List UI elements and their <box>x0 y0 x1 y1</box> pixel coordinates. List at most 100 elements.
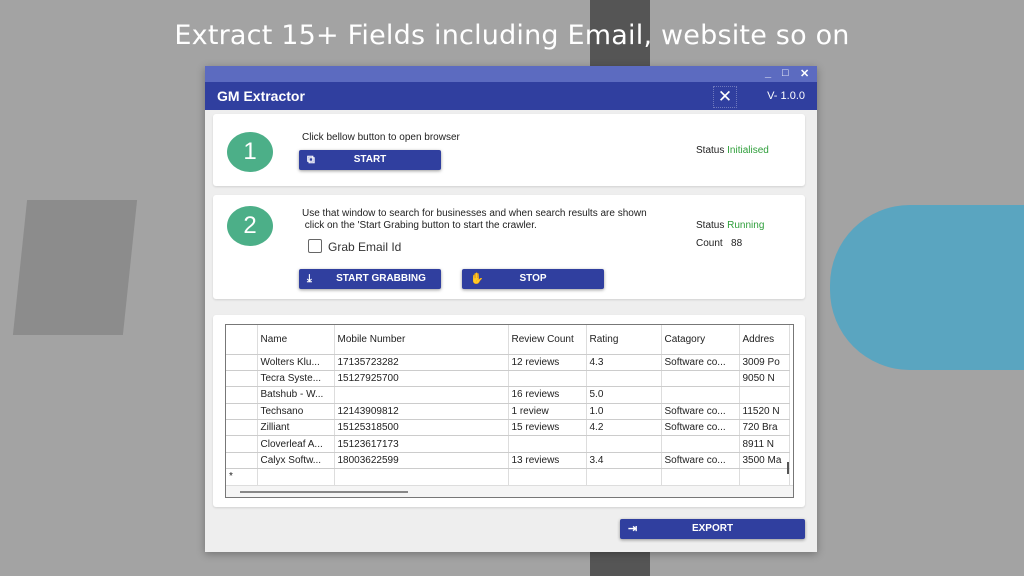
table-cell[interactable]: 15123617173 <box>334 435 509 453</box>
row-header[interactable] <box>226 386 258 404</box>
table-cell[interactable]: 8911 N <box>739 435 790 453</box>
row-header[interactable] <box>226 370 258 388</box>
table-cell[interactable]: 3.4 <box>586 452 662 470</box>
column-header[interactable]: Rating <box>586 325 662 355</box>
close-button[interactable]: ✕ <box>800 68 810 80</box>
table-cell[interactable]: 15125318500 <box>334 419 509 437</box>
table-cell[interactable]: 1 review <box>508 403 587 421</box>
table-cell[interactable]: 18003622599 <box>334 452 509 470</box>
table-cell[interactable]: Tecra Syste... <box>257 370 335 388</box>
results-card: Name Mobile Number Review Count Rating Catag… <box>213 315 805 507</box>
column-header[interactable]: Catagory <box>661 325 740 355</box>
table-cell[interactable] <box>508 370 587 388</box>
download-icon: ⤓ <box>307 273 312 285</box>
table-cell[interactable]: 13 reviews <box>508 452 587 470</box>
table-row[interactable]: Techsano 12143909812 1 review 1.0 Software c… <box>226 403 790 421</box>
table-cell[interactable]: 16 reviews <box>508 386 587 404</box>
row-header[interactable] <box>226 452 258 470</box>
table-row[interactable]: Batshub - W... 16 reviews 5.0 <box>226 386 790 404</box>
start-button[interactable]: ⧉ START <box>299 150 441 170</box>
table-cell[interactable] <box>586 435 662 453</box>
export-button[interactable]: ⇥ EXPORT <box>620 519 805 539</box>
grab-email-label[interactable]: Grab Email Id <box>328 240 402 254</box>
results-grid[interactable]: Name Mobile Number Review Count Rating Catag… <box>225 324 794 498</box>
table-cell[interactable] <box>257 468 335 486</box>
table-cell[interactable] <box>334 468 509 486</box>
table-cell[interactable]: 3009 Po <box>739 354 790 371</box>
vertical-scrollbar[interactable] <box>787 462 789 474</box>
status-label: Status <box>696 145 725 156</box>
table-cell[interactable] <box>586 468 662 486</box>
table-cell[interactable]: 9050 N <box>739 370 790 388</box>
table-cell[interactable] <box>739 386 790 404</box>
step2-instruction-1: Use that window to search for businesses… <box>302 208 647 219</box>
table-cell[interactable]: 15 reviews <box>508 419 587 437</box>
version-label: V- 1.0.0 <box>767 90 805 102</box>
new-row-marker: * <box>226 468 258 486</box>
start-grabbing-button[interactable]: ⤓ START GRABBING <box>299 269 441 289</box>
table-row[interactable]: Cloverleaf A... 15123617173 8911 N <box>226 435 790 453</box>
row-header[interactable] <box>226 419 258 437</box>
step2-instruction-2: click on the 'Start Grabing button to st… <box>302 220 537 231</box>
status-value: Initialised <box>727 145 769 156</box>
table-cell[interactable] <box>508 435 587 453</box>
table-row[interactable]: Wolters Klu... 17135723282 12 reviews 4.3 So… <box>226 354 790 371</box>
tools-icon[interactable]: ✕ <box>713 86 737 108</box>
table-cell[interactable]: Software co... <box>661 452 740 470</box>
new-row[interactable]: * <box>226 468 790 486</box>
table-cell[interactable] <box>586 370 662 388</box>
table-cell[interactable]: 12143909812 <box>334 403 509 421</box>
table-row[interactable]: Tecra Syste... 15127925700 9050 N <box>226 370 790 388</box>
table-cell[interactable]: 1.0 <box>586 403 662 421</box>
table-cell[interactable]: Software co... <box>661 354 740 371</box>
table-cell[interactable] <box>661 370 740 388</box>
table-cell[interactable]: Batshub - W... <box>257 386 335 404</box>
row-header[interactable] <box>226 354 258 371</box>
column-header[interactable]: Mobile Number <box>334 325 509 355</box>
table-cell[interactable]: Zilliant <box>257 419 335 437</box>
table-cell[interactable] <box>739 468 790 486</box>
table-cell[interactable]: Techsano <box>257 403 335 421</box>
table-cell[interactable] <box>661 386 740 404</box>
table-cell[interactable]: Software co... <box>661 403 740 421</box>
table-cell[interactable] <box>334 386 509 404</box>
table-cell[interactable]: 5.0 <box>586 386 662 404</box>
table-cell[interactable]: 720 Bra <box>739 419 790 437</box>
table-cell[interactable]: 17135723282 <box>334 354 509 371</box>
row-header[interactable] <box>226 403 258 421</box>
maximize-button[interactable]: □ <box>782 67 789 79</box>
table-row[interactable]: Calyx Softw... 18003622599 13 reviews 3.4 So… <box>226 452 790 470</box>
results-table: Name Mobile Number Review Count Rating Catag… <box>226 325 790 486</box>
table-cell[interactable]: 4.3 <box>586 354 662 371</box>
step1-card: 1 Click bellow button to open browser ⧉ … <box>213 114 805 186</box>
grab-email-checkbox[interactable] <box>308 239 322 253</box>
table-cell[interactable] <box>661 435 740 453</box>
table-cell[interactable]: Software co... <box>661 419 740 437</box>
scroll-thumb[interactable] <box>240 491 408 493</box>
row-header[interactable] <box>226 435 258 453</box>
horizontal-scrollbar[interactable] <box>226 485 793 497</box>
table-cell[interactable]: Calyx Softw... <box>257 452 335 470</box>
stop-button[interactable]: ✋ STOP <box>462 269 604 289</box>
window-titlebar[interactable]: _ □ ✕ <box>205 66 817 82</box>
table-cell[interactable] <box>508 468 587 486</box>
app-header: GM Extractor ✕ V- 1.0.0 <box>205 82 817 110</box>
table-cell[interactable]: Wolters Klu... <box>257 354 335 371</box>
status-value: Running <box>727 220 765 231</box>
table-cell[interactable]: Cloverleaf A... <box>257 435 335 453</box>
column-header[interactable]: Review Count <box>508 325 587 355</box>
step2-card: 2 Use that window to search for business… <box>213 195 805 299</box>
table-cell[interactable]: 4.2 <box>586 419 662 437</box>
export-label: EXPORT <box>691 523 734 534</box>
map-blob <box>830 205 1024 370</box>
minimize-button[interactable]: _ <box>765 67 772 79</box>
column-header[interactable]: Name <box>257 325 335 355</box>
column-header[interactable]: Addres <box>739 325 790 355</box>
table-cell[interactable] <box>661 468 740 486</box>
table-cell[interactable]: 11520 N <box>739 403 790 421</box>
table-cell[interactable]: 3500 Ma <box>739 452 790 470</box>
table-header: Name Mobile Number Review Count Rating Catag… <box>226 325 790 355</box>
table-row[interactable]: Zilliant 15125318500 15 reviews 4.2 Software… <box>226 419 790 437</box>
table-cell[interactable]: 12 reviews <box>508 354 587 371</box>
table-cell[interactable]: 15127925700 <box>334 370 509 388</box>
